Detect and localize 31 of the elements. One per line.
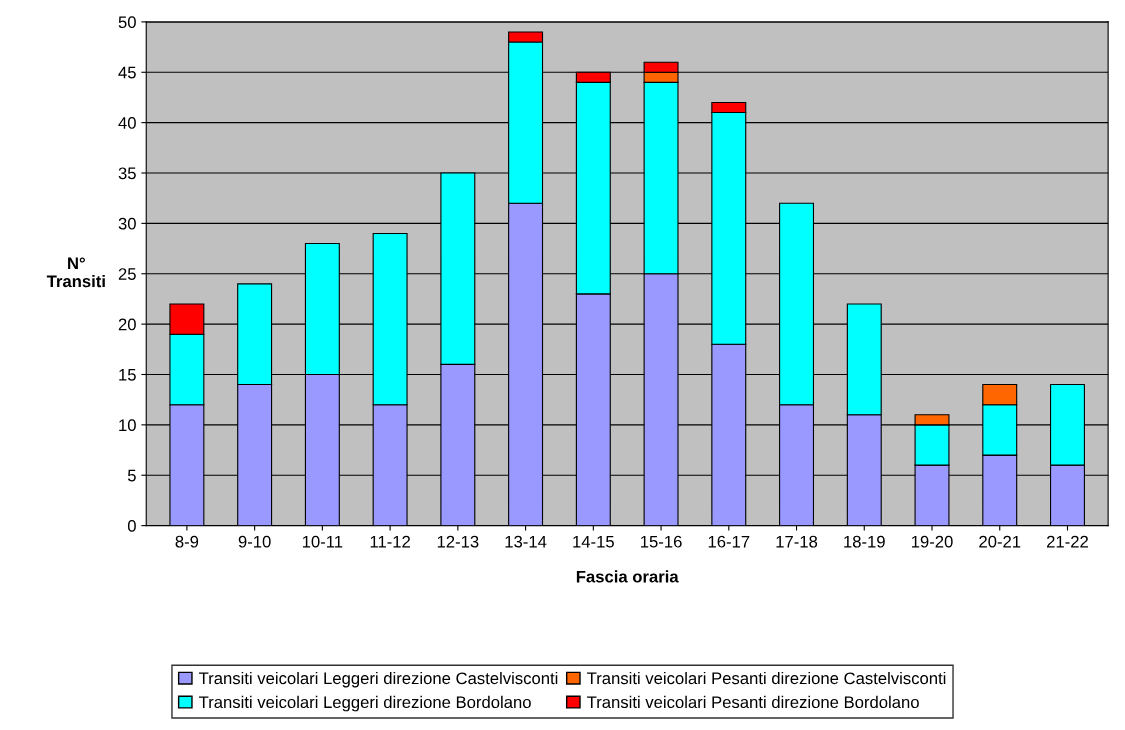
y-tick-label: 50 (118, 16, 136, 29)
x-tick-label: 9-10 (238, 535, 271, 548)
y-tick-label: 20 (118, 318, 136, 331)
y-tick-label: 10 (119, 419, 136, 432)
y-tick-label: 30 (118, 217, 136, 230)
y-tick-label: 25 (118, 268, 136, 280)
y-tick-label: 15 (119, 369, 136, 381)
x-tick-label: 16-17 (708, 535, 750, 548)
x-tick-label: 11-12 (370, 535, 410, 548)
y-tick-label: 0 (127, 520, 136, 532)
x-tick-label: 17-18 (776, 535, 818, 548)
legend-label: Transiti veicolari Leggeri direzione Castelvisconti (199, 671, 558, 688)
legend-label: Transiti veicolari Pesanti direzione Bordolano (587, 695, 919, 709)
x-axis-title: Fascia oraria (576, 570, 679, 583)
y-tick-label: 40 (118, 117, 136, 129)
x-tick-label: 20-21 (979, 535, 1021, 548)
x-tick-label: 10-11 (302, 535, 343, 548)
y-tick-label: 35 (118, 167, 136, 180)
x-tick-label: 19-20 (911, 535, 953, 548)
y-tick-label: 5 (127, 469, 136, 482)
x-tick-label: 21-22 (1047, 535, 1088, 548)
legend-label: Transiti veicolari Leggeri direzione Bordolano (199, 695, 531, 712)
x-tick-label: 13-14 (505, 535, 547, 548)
x-tick-label: 8-9 (175, 535, 199, 548)
legend-label: Transiti veicolari Pesanti direzione Castelvisconti (587, 671, 946, 685)
y-tick-label: 45 (118, 66, 136, 79)
x-tick-label: 14-15 (573, 535, 614, 548)
y-axis-title: N° Transiti (46, 257, 105, 288)
x-tick-label: 18-19 (844, 535, 885, 548)
x-tick-label: 12-13 (437, 535, 479, 548)
x-tick-label: 15-16 (641, 535, 682, 548)
